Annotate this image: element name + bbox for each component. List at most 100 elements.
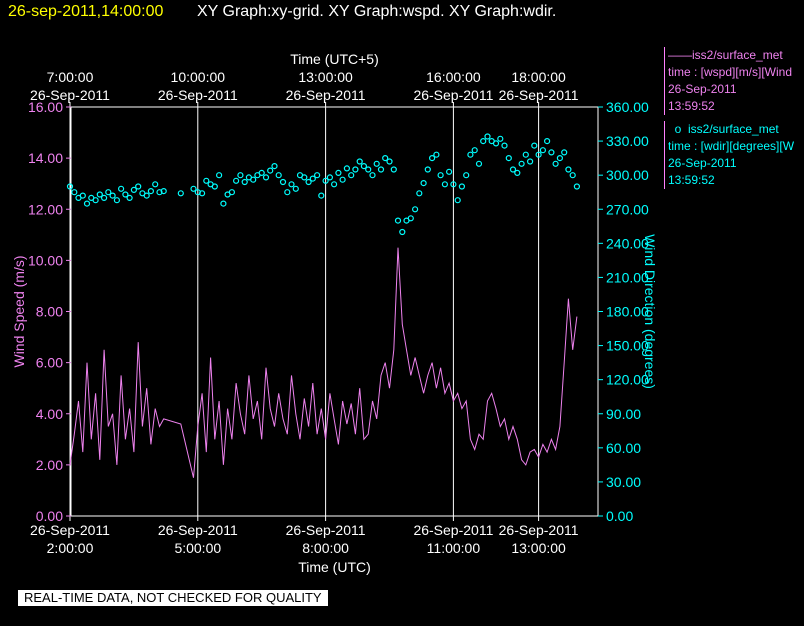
wind-direction-point-7 xyxy=(96,191,103,198)
wind-direction-point-111 xyxy=(561,149,568,156)
left-tick-label-5: 10.00 xyxy=(28,252,63,268)
wind-direction-point-99 xyxy=(509,166,517,173)
wind-direction-point-60 xyxy=(343,165,350,172)
wind-direction-point-42 xyxy=(267,167,274,174)
wind-direction-point-34 xyxy=(233,177,240,184)
wind-direction-point-61 xyxy=(348,172,355,179)
wind-direction-point-92 xyxy=(480,138,487,145)
wind-direction-point-101 xyxy=(518,160,525,167)
wind-direction-point-65 xyxy=(365,166,372,173)
wind-direction-point-64 xyxy=(360,163,367,170)
wind-direction-point-6 xyxy=(92,197,99,204)
wind-direction-point-27 xyxy=(203,177,210,184)
wind-direction-point-63 xyxy=(356,158,363,165)
right-tick-label-9: 270.00 xyxy=(606,201,649,217)
left-tick-label-4: 8.00 xyxy=(36,304,63,320)
top-tick-time-4: 18:00:00 xyxy=(511,69,566,85)
wind-direction-point-109 xyxy=(552,160,559,167)
wind-direction-point-26 xyxy=(199,190,206,197)
right-tick-label-12: 360.00 xyxy=(606,99,649,115)
wind-direction-point-73 xyxy=(399,228,406,236)
wind-direction-point-107 xyxy=(543,138,551,145)
wind-direction-point-95 xyxy=(492,140,500,147)
wind-direction-point-70 xyxy=(386,158,393,165)
wind-direction-point-80 xyxy=(429,155,436,162)
wind-direction-point-14 xyxy=(126,194,133,201)
bottom-axis-title: Time (UTC) xyxy=(298,559,371,575)
wind-direction-point-98 xyxy=(505,155,512,162)
wind-direction-point-52 xyxy=(309,175,316,182)
wind-direction-point-36 xyxy=(241,178,248,186)
wind-direction-point-67 xyxy=(373,160,380,167)
wind-direction-point-105 xyxy=(535,151,542,158)
right-tick-label-7: 210.00 xyxy=(606,269,649,285)
wind-direction-point-114 xyxy=(573,183,581,190)
top-tick-time-2: 13:00:00 xyxy=(298,69,353,85)
wind-direction-point-104 xyxy=(531,142,538,149)
wind-direction-point-15 xyxy=(130,186,137,193)
right-tick-label-3: 90.00 xyxy=(606,406,641,422)
right-tick-label-10: 300.00 xyxy=(606,167,649,183)
wind-direction-point-43 xyxy=(271,163,278,170)
wind-direction-point-20 xyxy=(152,181,159,188)
bottom-tick-time-3: 11:00:00 xyxy=(427,540,481,556)
left-tick-label-7: 14.00 xyxy=(28,150,63,166)
wind-direction-point-77 xyxy=(416,190,423,197)
bottom-tick-time-1: 5:00:00 xyxy=(174,540,221,556)
wind-direction-point-54 xyxy=(318,192,325,199)
left-tick-label-8: 16.00 xyxy=(28,99,63,115)
wind-direction-point-66 xyxy=(369,172,376,179)
wind-direction-point-88 xyxy=(463,172,470,179)
top-tick-date-1: 26-Sep-2011 xyxy=(158,87,238,103)
right-tick-label-1: 30.00 xyxy=(606,474,641,490)
bottom-tick-date-0: 26-Sep-2011 xyxy=(30,522,110,538)
top-tick-time-1: 10:00:00 xyxy=(171,69,226,85)
legend-wspd-date: 26-Sep-2011 xyxy=(668,82,737,96)
wind-direction-point-35 xyxy=(237,172,244,179)
wind-direction-point-16 xyxy=(135,183,142,190)
wind-direction-point-19 xyxy=(147,188,154,195)
legend-wspd-time: 13:59:52 xyxy=(668,99,715,113)
wind-direction-point-56 xyxy=(326,174,333,181)
bottom-tick-date-3: 26-Sep-2011 xyxy=(413,522,493,538)
wind-direction-point-103 xyxy=(526,158,534,165)
wind-direction-point-44 xyxy=(275,172,282,179)
wind-direction-point-112 xyxy=(565,166,572,173)
wind-direction-point-69 xyxy=(382,155,389,162)
legend-wdir: o iss2/surface_met time : [wdir][degrees… xyxy=(664,121,804,189)
wind-speed-line xyxy=(69,247,578,478)
top-axis-title: Time (UTC+5) xyxy=(290,51,379,67)
legend-wspd: ——iss2/surface_met time : [wspd][m/s][Wi… xyxy=(664,47,804,115)
wind-direction-point-113 xyxy=(569,172,576,179)
wind-direction-point-55 xyxy=(322,177,329,184)
right-tick-label-5: 150.00 xyxy=(606,338,649,354)
wind-direction-point-82 xyxy=(437,172,444,179)
top-tick-date-3: 26-Sep-2011 xyxy=(413,87,493,103)
wind-direction-point-51 xyxy=(305,178,312,186)
right-tick-label-4: 120.00 xyxy=(606,372,649,388)
wind-direction-point-1 xyxy=(71,189,78,196)
wind-direction-point-102 xyxy=(522,151,529,158)
wind-direction-point-45 xyxy=(279,178,287,186)
wind-direction-point-110 xyxy=(556,155,564,162)
wind-direction-point-71 xyxy=(390,166,397,173)
legend-wspd-series: ——iss2/surface_met xyxy=(668,48,783,62)
legend-wspd-variable: time : [wspd][m/s][Wind xyxy=(668,65,793,79)
left-tick-label-6: 12.00 xyxy=(28,201,63,217)
wind-direction-point-3 xyxy=(79,192,86,199)
wind-direction-point-108 xyxy=(548,149,555,156)
wind-direction-point-68 xyxy=(377,166,385,173)
right-tick-label-11: 330.00 xyxy=(606,133,649,149)
wind-direction-point-48 xyxy=(292,185,299,192)
wind-direction-point-79 xyxy=(424,166,431,173)
wind-direction-point-31 xyxy=(220,200,227,207)
wind-direction-point-86 xyxy=(454,197,461,204)
right-tick-label-6: 180.00 xyxy=(606,304,649,320)
wind-direction-point-90 xyxy=(471,147,478,154)
wind-direction-point-58 xyxy=(335,169,342,176)
wind-direction-point-62 xyxy=(352,166,359,173)
wind-direction-point-87 xyxy=(458,183,465,190)
legend-wdir-time: 13:59:52 xyxy=(668,173,715,187)
wind-direction-point-81 xyxy=(433,151,440,158)
wind-direction-point-97 xyxy=(501,142,508,149)
